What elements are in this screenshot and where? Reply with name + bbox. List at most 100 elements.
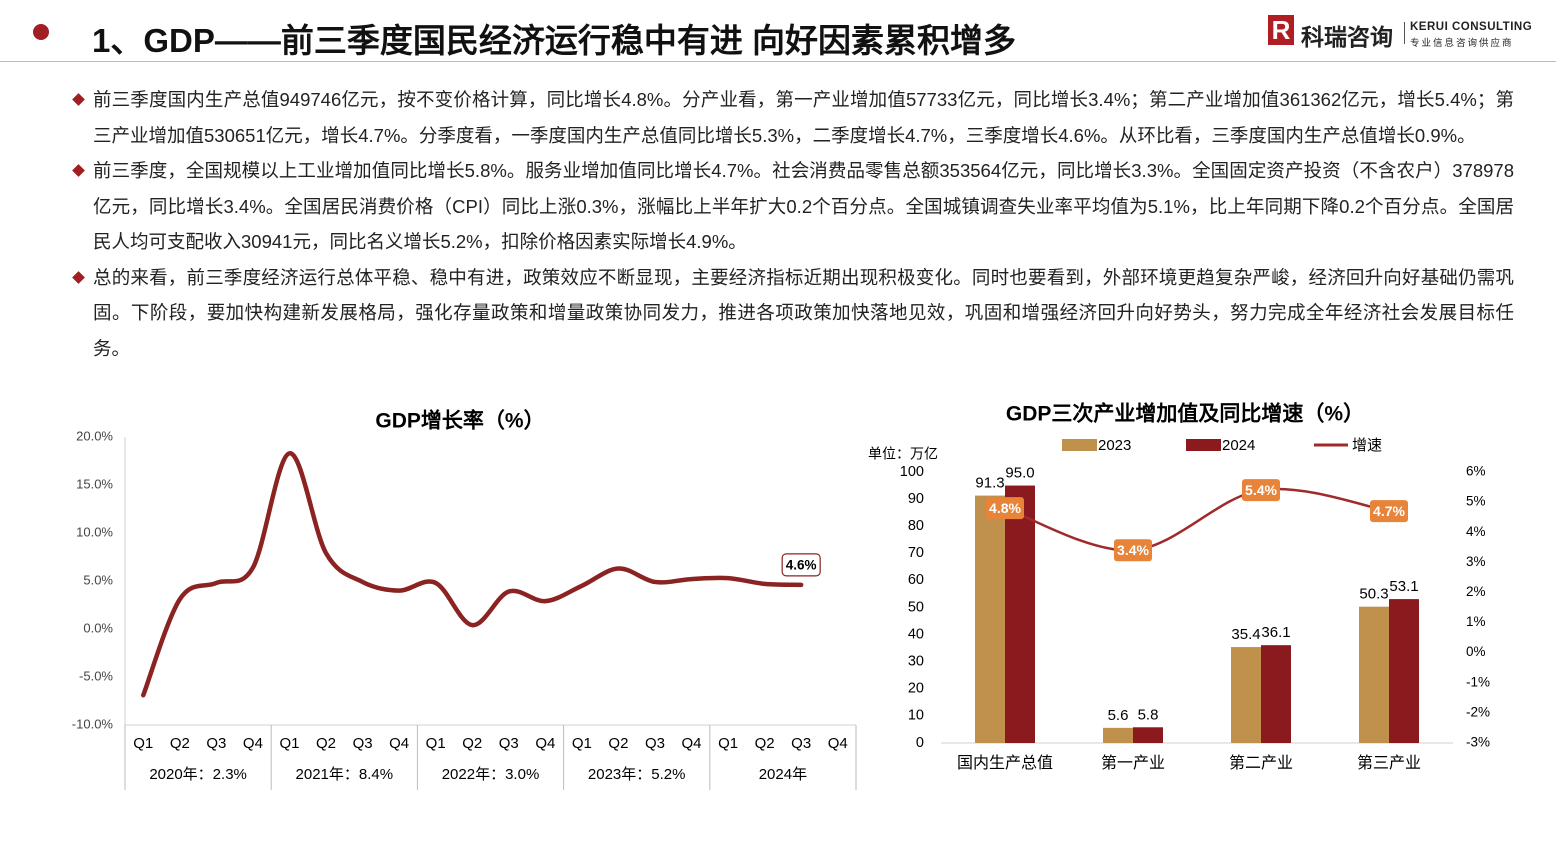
data-label-box <box>1370 500 1408 523</box>
data-label: 4.8% <box>989 500 1021 516</box>
data-label-box <box>986 497 1024 520</box>
y-tick-label: 5.0% <box>83 572 113 587</box>
y2-tick-label: 5% <box>1466 494 1486 509</box>
x-tick-label: Q3 <box>353 735 373 752</box>
y-tick-label: 10 <box>908 708 924 724</box>
y-tick-label: 0 <box>916 735 924 751</box>
x-tick-label: Q1 <box>426 735 446 752</box>
y-tick-label: -10.0% <box>72 716 114 731</box>
y2-tick-label: 6% <box>1466 464 1486 479</box>
bar <box>1389 599 1419 743</box>
x-tick-label: 第二产业 <box>1229 754 1293 772</box>
chart-title: GDP增长率（%） <box>375 409 544 433</box>
x-tick-label: Q2 <box>316 735 336 752</box>
data-label-box <box>1242 479 1280 502</box>
y2-tick-label: 3% <box>1466 554 1486 569</box>
data-label: 36.1 <box>1261 624 1290 641</box>
y2-tick-label: 2% <box>1466 584 1486 599</box>
y-tick-label: 70 <box>908 545 924 561</box>
x-tick-label: Q2 <box>608 735 628 752</box>
x-group-label: 2021年：8.4% <box>296 766 394 783</box>
bullet: 前三季度，全国规模以上工业增加值同比增长5.8%。服务业增加值同比增长4.7%。… <box>72 153 1514 260</box>
x-group-label: 2023年：5.2% <box>588 766 686 783</box>
bullet-list: 前三季度国内生产总值949746亿元，按不变价格计算，同比增长4.8%。分产业看… <box>72 82 1514 366</box>
x-tick-label: Q4 <box>682 735 702 752</box>
legend-label: 2023 <box>1098 437 1131 454</box>
data-label: 35.4 <box>1231 626 1260 643</box>
data-label: 95.0 <box>1005 465 1034 482</box>
header-dot <box>33 24 49 40</box>
legend-swatch <box>1062 439 1097 451</box>
x-tick-label: Q3 <box>206 735 226 752</box>
data-label-box <box>781 553 821 577</box>
chart-title: GDP三次产业增加值及同比增速（%） <box>1006 402 1364 426</box>
x-group-label: 2022年：3.0% <box>442 766 540 783</box>
data-label: 5.8 <box>1138 706 1159 723</box>
logo-name: 科瑞咨询 <box>1301 24 1393 50</box>
y-tick-label: 60 <box>908 572 924 588</box>
data-label: 4.7% <box>1373 503 1405 519</box>
data-label: 4.6% <box>786 557 817 572</box>
legend-label: 2024 <box>1222 437 1255 454</box>
y2-tick-label: 1% <box>1466 614 1486 629</box>
y-tick-label: 30 <box>908 654 924 670</box>
bar <box>1103 727 1133 743</box>
data-label: 91.3 <box>975 475 1004 492</box>
data-label: 53.1 <box>1389 578 1418 595</box>
y2-tick-label: -2% <box>1466 704 1490 719</box>
x-tick-label: Q1 <box>572 735 592 752</box>
unit-label: 单位：万亿 <box>868 446 938 462</box>
y-tick-label: 0.0% <box>83 620 113 635</box>
bar <box>1261 645 1291 743</box>
bar <box>1231 647 1261 743</box>
bar <box>1359 606 1389 743</box>
x-tick-label: Q3 <box>499 735 519 752</box>
x-tick-label: Q4 <box>535 735 555 752</box>
y-tick-label: 15.0% <box>76 476 113 491</box>
x-tick-label: Q1 <box>279 735 299 752</box>
logo-mark: R <box>1268 15 1294 45</box>
x-tick-label: Q4 <box>828 735 848 752</box>
data-label: 3.4% <box>1117 542 1149 558</box>
x-group-label: 2024年 <box>759 766 807 783</box>
data-label-box <box>1114 539 1152 562</box>
x-tick-label: Q2 <box>755 735 775 752</box>
bar <box>975 495 1005 743</box>
y2-tick-label: 0% <box>1466 644 1486 659</box>
y-tick-label: 100 <box>900 464 924 480</box>
x-group-label: 2020年：2.3% <box>149 766 247 783</box>
logo-english: KERUI CONSULTING <box>1410 21 1533 33</box>
y-tick-label: 20.0% <box>76 428 113 443</box>
x-tick-label: Q4 <box>243 735 263 752</box>
line <box>1004 487 1390 552</box>
logo-separator <box>1404 22 1405 44</box>
x-tick-label: 国内生产总值 <box>957 754 1053 772</box>
legend-label: 增速 <box>1352 437 1382 454</box>
x-tick-label: Q2 <box>462 735 482 752</box>
header-rule <box>0 61 1556 62</box>
y2-tick-label: -1% <box>1466 674 1490 689</box>
x-tick-label: 第一产业 <box>1101 754 1165 772</box>
data-label: 5.4% <box>1245 482 1277 498</box>
data-label: 50.3 <box>1359 586 1388 603</box>
data-label: 5.6 <box>1108 707 1129 724</box>
x-tick-label: Q3 <box>791 735 811 752</box>
y2-tick-label: -3% <box>1466 735 1490 750</box>
y-tick-label: 90 <box>908 491 924 507</box>
y-tick-label: 80 <box>908 518 924 534</box>
logo-subtitle: 专业信息咨询供应商 <box>1410 38 1514 49</box>
bar <box>1005 485 1035 743</box>
bar <box>1133 727 1163 743</box>
x-tick-label: Q1 <box>718 735 738 752</box>
header-title: 1、GDP——前三季度国民经济运行稳中有进 向好因素累积增多 <box>92 22 1017 59</box>
y-tick-label: 50 <box>908 599 924 615</box>
x-tick-label: Q4 <box>389 735 409 752</box>
legend-swatch <box>1186 439 1221 451</box>
x-tick-label: 第三产业 <box>1357 754 1421 772</box>
x-tick-label: Q2 <box>170 735 190 752</box>
y-tick-label: 10.0% <box>76 524 113 539</box>
y-tick-label: 40 <box>908 626 924 642</box>
line <box>141 451 804 698</box>
